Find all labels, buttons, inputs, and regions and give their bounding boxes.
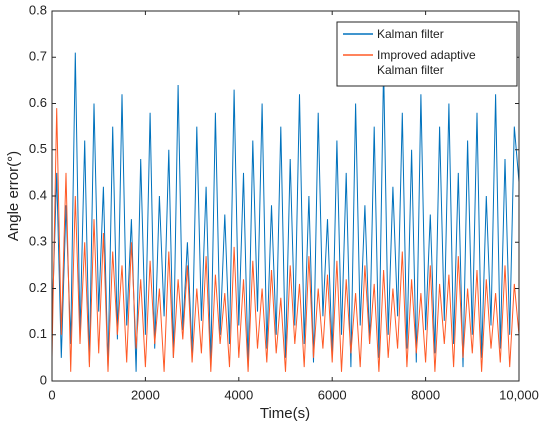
y-tick-label: 0.6 [29,95,47,110]
x-tick-label: 8000 [411,387,440,402]
y-tick-label: 0.5 [29,141,47,156]
x-tick-label: 6000 [318,387,347,402]
legend-label: Kalman filter [377,27,444,41]
y-tick-label: 0.4 [29,187,47,202]
y-tick-label: 0 [40,372,47,387]
x-tick-label: 2000 [131,387,160,402]
legend-label: Improved adaptive Kalman filter [377,48,476,77]
x-tick-label: 4000 [224,387,253,402]
y-tick-label: 0.7 [29,49,47,64]
y-axis-label: Angle error(°) [5,151,22,241]
x-axis-label: Time(s) [260,405,310,422]
y-tick-label: 0.2 [29,280,47,295]
series-line [51,52,520,372]
y-tick-label: 0.3 [29,234,47,249]
legend-box [336,21,518,87]
y-tick-label: 0.1 [29,326,47,341]
x-tick-label: 0 [48,387,55,402]
y-tick-label: 0.8 [29,2,47,17]
x-tick-label: 10,000 [499,387,539,402]
series-line [51,108,520,372]
